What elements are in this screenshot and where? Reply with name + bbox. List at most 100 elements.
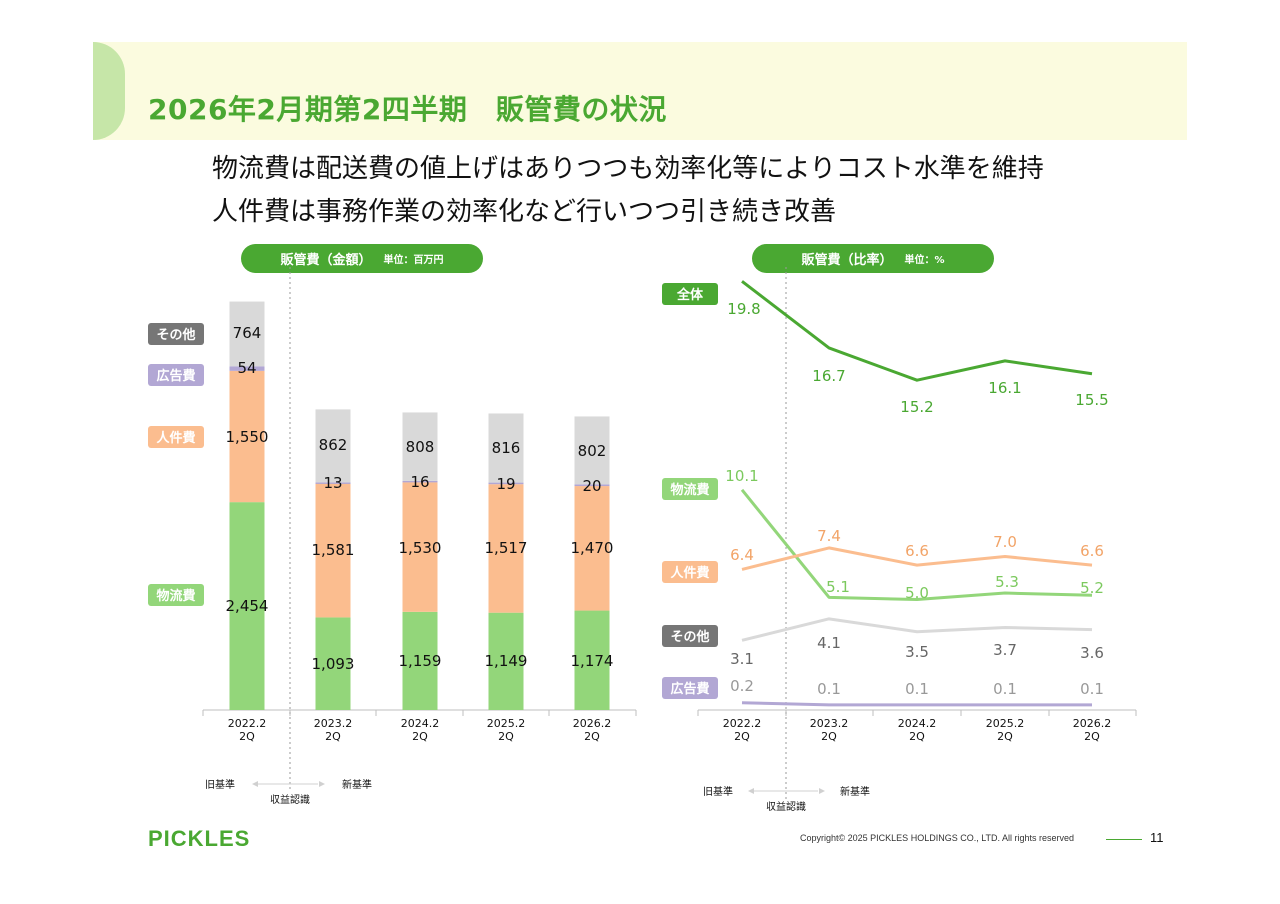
line-data-label: 0.2 bbox=[730, 677, 754, 695]
bar-data-label: 16 bbox=[410, 473, 429, 491]
bar-segment bbox=[315, 409, 351, 483]
line-data-label: 0.1 bbox=[1080, 680, 1104, 698]
bar-segment bbox=[402, 412, 438, 481]
bar-legend-tag bbox=[148, 323, 204, 345]
line-legend-label: その他 bbox=[670, 629, 709, 645]
line-data-label: 0.1 bbox=[993, 680, 1017, 698]
bar-legend-label: 広告費 bbox=[156, 368, 195, 384]
bar-data-label: 1,159 bbox=[399, 652, 442, 670]
bar-segment bbox=[402, 611, 438, 710]
old-standard-label: 旧基準 bbox=[703, 785, 733, 798]
line-data-label: 16.1 bbox=[988, 379, 1021, 397]
bar-data-label: 816 bbox=[492, 439, 521, 457]
footer-divider bbox=[1106, 839, 1142, 840]
bar-segment bbox=[574, 610, 610, 710]
subtitle-line-2: 人件費は事務作業の効率化など行いつつ引き続き改善 bbox=[212, 197, 837, 227]
bar-x-tick-label: 2Q bbox=[412, 730, 428, 743]
line-legend-tag bbox=[662, 625, 718, 647]
line-data-label: 10.1 bbox=[725, 467, 758, 485]
revenue-recognition-label: 収益認識 bbox=[270, 793, 310, 806]
bar-x-tick-label: 2025.2 bbox=[487, 717, 526, 730]
line-data-label: 0.1 bbox=[905, 680, 929, 698]
bar-segment bbox=[315, 482, 351, 484]
bar-x-tick-label: 2023.2 bbox=[314, 717, 353, 730]
bar-segment bbox=[229, 301, 265, 367]
bar-x-tick-label: 2Q bbox=[498, 730, 514, 743]
line-data-label: 5.1 bbox=[826, 578, 850, 596]
page-number: 11 bbox=[1150, 830, 1164, 845]
bar-x-tick-label: 2026.2 bbox=[573, 717, 612, 730]
line-series bbox=[741, 546, 1093, 571]
line-legend-tag bbox=[662, 283, 718, 305]
line-data-label: 3.1 bbox=[730, 650, 754, 668]
line-data-label: 6.6 bbox=[1080, 542, 1104, 560]
bar-legend-label: 人件費 bbox=[156, 430, 195, 446]
line-data-label: 16.7 bbox=[812, 367, 845, 385]
line-x-tick-label: 2Q bbox=[734, 730, 750, 743]
line-data-label: 5.0 bbox=[905, 584, 929, 602]
line-data-label: 7.0 bbox=[993, 533, 1017, 551]
bar-data-label: 1,149 bbox=[485, 652, 528, 670]
line-legend-label: 物流費 bbox=[670, 482, 709, 498]
subtitle-line-1: 物流費は配送費の値上げはありつつも効率化等によりコスト水準を維持 bbox=[212, 154, 1044, 184]
new-standard-label: 新基準 bbox=[342, 778, 372, 791]
line-legend-tag bbox=[662, 561, 718, 583]
bar-segment bbox=[574, 416, 610, 485]
bar-data-label: 764 bbox=[233, 324, 262, 342]
left-chart-title: 販管費（金額） bbox=[280, 253, 372, 268]
bar-data-label: 1,530 bbox=[399, 539, 442, 557]
bar-segment bbox=[574, 486, 610, 611]
line-data-label: 6.6 bbox=[905, 542, 929, 560]
copyright-text: Copyright© 2025 PICKLES HOLDINGS CO., LT… bbox=[800, 833, 1075, 843]
title-band bbox=[93, 42, 1187, 140]
line-series bbox=[740, 488, 1093, 601]
line-legend-tag bbox=[662, 677, 718, 699]
line-data-label: 4.1 bbox=[817, 634, 841, 652]
line-data-label: 5.3 bbox=[995, 573, 1019, 591]
old-standard-label: 旧基準 bbox=[205, 778, 235, 791]
title-accent-arc bbox=[93, 42, 125, 140]
right-chart-unit: 単位：% bbox=[904, 255, 945, 266]
bar-x-tick-label: 2022.2 bbox=[228, 717, 267, 730]
line-x-tick-label: 2024.2 bbox=[898, 717, 937, 730]
bar-segment bbox=[229, 502, 265, 710]
line-x-tick-label: 2Q bbox=[1084, 730, 1100, 743]
line-x-tick-label: 2Q bbox=[909, 730, 925, 743]
line-data-label: 3.7 bbox=[993, 641, 1017, 659]
line-data-label: 3.5 bbox=[905, 643, 929, 661]
line-x-tick-label: 2026.2 bbox=[1073, 717, 1112, 730]
bar-data-label: 862 bbox=[319, 436, 348, 454]
line-data-label: 15.2 bbox=[900, 398, 933, 416]
line-data-label: 0.1 bbox=[817, 680, 841, 698]
bar-data-label: 1,550 bbox=[226, 428, 269, 446]
bar-legend-label: 物流費 bbox=[156, 588, 195, 604]
bar-segment bbox=[488, 484, 524, 613]
bar-data-label: 1,093 bbox=[312, 655, 355, 673]
old-standard-arrow bbox=[748, 788, 754, 794]
line-x-tick-label: 2025.2 bbox=[986, 717, 1025, 730]
bar-segment bbox=[488, 612, 524, 710]
bar-legend-tag bbox=[148, 364, 204, 386]
line-data-label: 3.6 bbox=[1080, 644, 1104, 662]
line-series bbox=[741, 280, 1093, 382]
bar-data-label: 13 bbox=[323, 474, 342, 492]
line-x-tick-label: 2Q bbox=[997, 730, 1013, 743]
line-data-label: 7.4 bbox=[817, 527, 841, 545]
line-x-tick-label: 2Q bbox=[821, 730, 837, 743]
bar-segment bbox=[229, 366, 265, 371]
bar-segment bbox=[488, 482, 524, 485]
line-data-label: 15.5 bbox=[1075, 391, 1108, 409]
new-standard-arrow bbox=[819, 788, 825, 794]
bar-data-label: 802 bbox=[578, 442, 607, 460]
line-series bbox=[741, 617, 1093, 642]
bar-legend-tag bbox=[148, 426, 204, 448]
line-x-tick-label: 2022.2 bbox=[723, 717, 762, 730]
bar-segment bbox=[402, 482, 438, 612]
bar-data-label: 20 bbox=[582, 477, 601, 495]
bar-data-label: 19 bbox=[496, 475, 515, 493]
bar-segment bbox=[315, 617, 351, 710]
bar-data-label: 1,470 bbox=[571, 539, 614, 557]
line-legend-label: 全体 bbox=[676, 287, 704, 303]
bar-data-label: 1,517 bbox=[485, 539, 528, 557]
